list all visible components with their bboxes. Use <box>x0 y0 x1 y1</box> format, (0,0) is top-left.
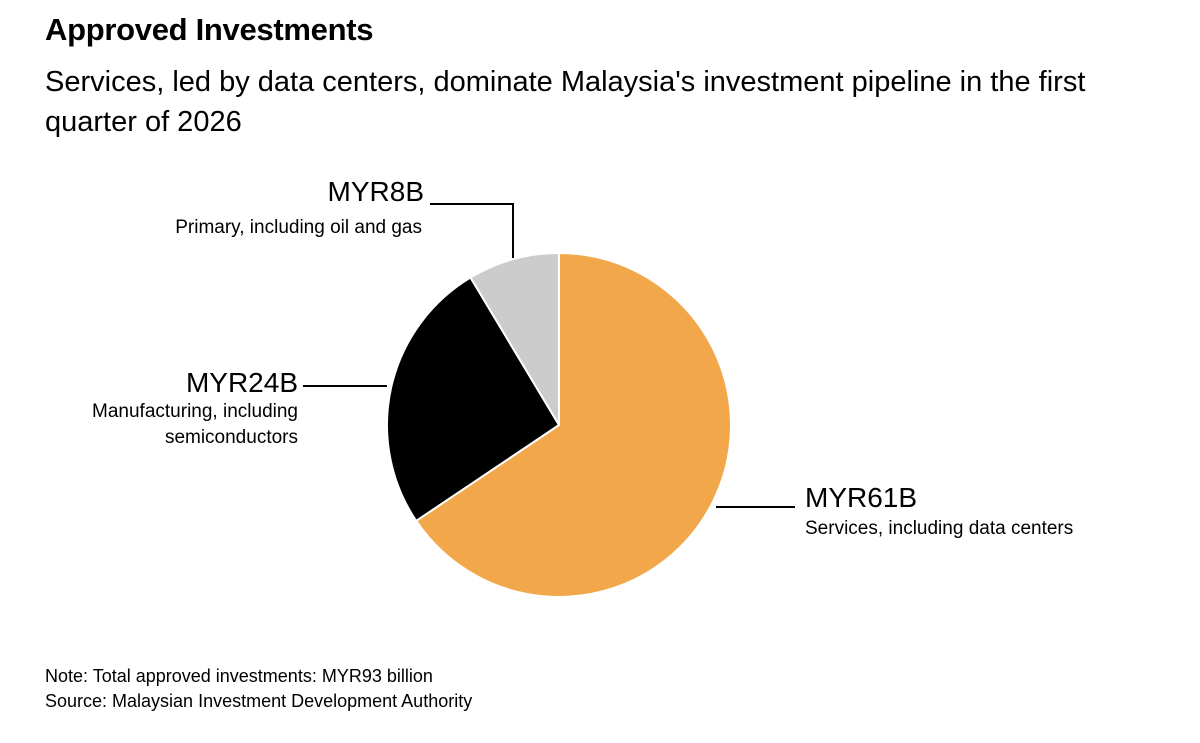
leader-lines <box>303 203 795 508</box>
source-note: Source: Malaysian Investment Development… <box>45 691 473 711</box>
pie-slices <box>386 252 732 598</box>
desc-label-services: Services, including data centers <box>805 518 1073 539</box>
chart-title: Approved Investments <box>45 12 374 47</box>
desc-label-manufacturing-line1: Manufacturing, including <box>92 401 298 422</box>
desc-label-manufacturing-line2: semiconductors <box>165 427 298 448</box>
pie-slice-manufacturing <box>386 276 560 522</box>
pie-slice-primary <box>469 252 560 426</box>
value-label-services: MYR61B <box>805 482 917 513</box>
pie-slice-services <box>415 252 732 598</box>
value-label-manufacturing: MYR24B <box>186 367 298 398</box>
value-label-primary: MYR8B <box>328 176 424 207</box>
footnote: Note: Total approved investments: MYR93 … <box>45 666 433 686</box>
chart-subtitle: Services, led by data centers, dominate … <box>45 66 1086 138</box>
desc-label-primary: Primary, including oil and gas <box>175 217 422 238</box>
leader-line-primary <box>430 203 514 258</box>
chart-footer: Note: Total approved investments: MYR93 … <box>45 664 472 714</box>
